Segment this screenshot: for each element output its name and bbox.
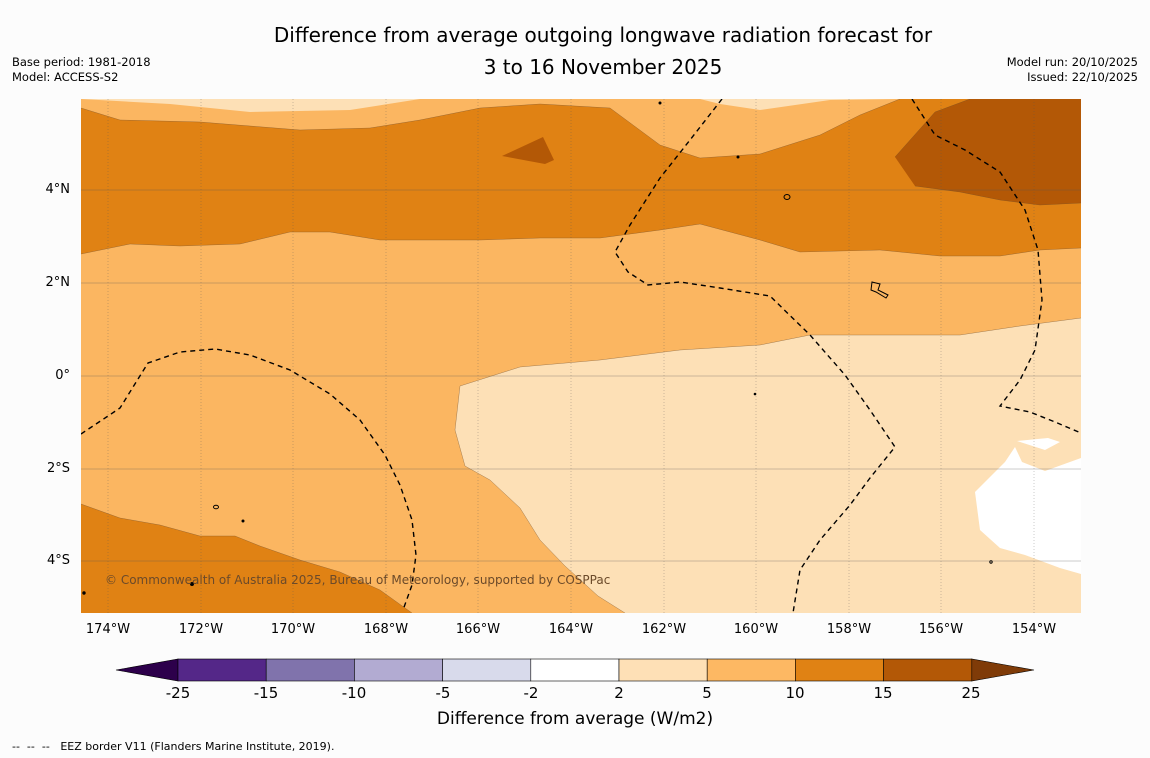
lat-label-4n: 4°N <box>45 182 71 197</box>
colorbar-tick-label: 15 <box>873 684 893 702</box>
islands <box>82 101 993 595</box>
eez-legend: -- -- -- EEZ border V11 (Flanders Marine… <box>12 740 334 753</box>
zone-2-5-southeast <box>455 318 1081 613</box>
colorbar-segment <box>442 658 532 682</box>
colorbar-tick-label: -25 <box>165 684 191 702</box>
eez-borders <box>81 99 1081 613</box>
lat-label-2n: 2°N <box>45 275 71 290</box>
copyright-text: © Commonwealth of Australia 2025, Bureau… <box>105 573 610 587</box>
issued-date: Issued: 22/10/2025 <box>1027 70 1138 84</box>
zone-neutral-se <box>975 447 1081 574</box>
title-line-2: 3 to 16 November 2025 <box>483 55 723 79</box>
map-title: Difference from average outgoing longwav… <box>150 19 1056 83</box>
lat-label-2s: 2°S <box>46 461 70 476</box>
colorbar-title: Difference from average (W/m2) <box>436 709 714 729</box>
zone-10-15-southwest <box>81 504 412 613</box>
colorbar-segment <box>883 658 973 682</box>
lon-label-174w: 174°W <box>85 622 131 637</box>
lon-label-172w: 172°W <box>178 622 224 637</box>
lat-label-0: 0° <box>55 368 70 383</box>
colorbar-segment <box>530 658 620 682</box>
zone-15-25-ne <box>895 99 1081 205</box>
colorbar-segment <box>706 658 796 682</box>
lon-label-154w: 154°W <box>1011 622 1057 637</box>
base-period: Base period: 1981-2018 <box>12 55 151 69</box>
eez-legend-dashes: -- -- -- <box>12 740 50 753</box>
colorbar-tick-label: -10 <box>341 684 367 702</box>
lon-label-160w: 160°W <box>733 622 779 637</box>
zone-10-15-north <box>81 99 1081 256</box>
colorbar-segment <box>618 658 708 682</box>
colorbar-segment <box>265 658 355 682</box>
colorbar-segment <box>354 658 443 682</box>
colorbar <box>115 658 1035 682</box>
zone-15-25-small <box>502 137 554 164</box>
lon-label-164w: 164°W <box>548 622 594 637</box>
colorbar-tick-label: -5 <box>435 684 451 702</box>
lat-label-4s: 4°S <box>46 553 70 568</box>
model-run: Model run: 20/10/2025 <box>1006 55 1138 69</box>
lon-label-162w: 162°W <box>641 622 687 637</box>
colorbar-tick-label: -2 <box>523 684 539 702</box>
title-line-1: Difference from average outgoing longwav… <box>273 23 933 47</box>
colorbar-segment <box>177 658 267 682</box>
colorbar-segment <box>795 658 884 682</box>
colorbar-tick-label: 25 <box>961 684 981 702</box>
lon-label-168w: 168°W <box>363 622 409 637</box>
colorbar-extend-high <box>971 658 1035 682</box>
model-name: Model: ACCESS-S2 <box>12 70 119 84</box>
map-field <box>81 99 1081 613</box>
meta-left: Base period: 1981-2018 Model: ACCESS-S2 <box>12 55 151 85</box>
zone-2-5-top <box>81 99 900 112</box>
lon-label-158w: 158°W <box>826 622 872 637</box>
lon-label-170w: 170°W <box>270 622 316 637</box>
colorbar-tick-label: 5 <box>702 684 712 702</box>
colorbar-tick-label: 10 <box>785 684 805 702</box>
lon-label-166w: 166°W <box>455 622 501 637</box>
meta-right: Model run: 20/10/2025 Issued: 22/10/2025 <box>1007 55 1138 85</box>
graticule <box>81 99 1081 613</box>
zone-neutral-se-small <box>1017 438 1060 450</box>
colorbar-tick-label: 2 <box>614 684 624 702</box>
colorbar-tick-label: -15 <box>253 684 279 702</box>
lon-label-156w: 156°W <box>918 622 964 637</box>
colorbar-extend-low <box>115 658 179 682</box>
eez-legend-text: EEZ border V11 (Flanders Marine Institut… <box>60 740 335 753</box>
